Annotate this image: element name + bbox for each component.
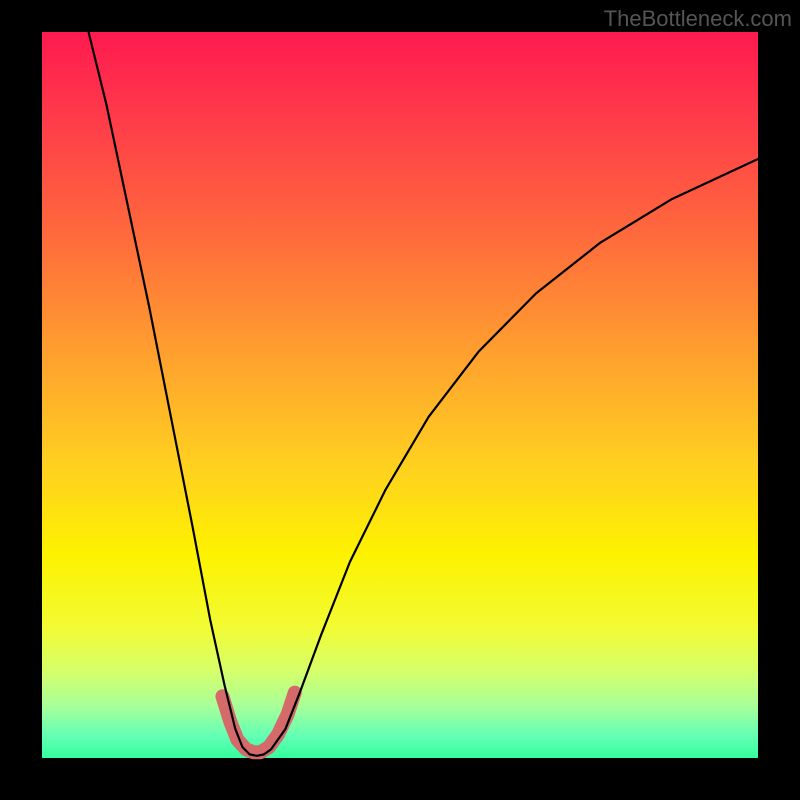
main-curve xyxy=(89,32,758,756)
watermark-text: TheBottleneck.com xyxy=(604,6,792,32)
plot-svg xyxy=(42,32,758,758)
plot-area xyxy=(42,32,758,758)
